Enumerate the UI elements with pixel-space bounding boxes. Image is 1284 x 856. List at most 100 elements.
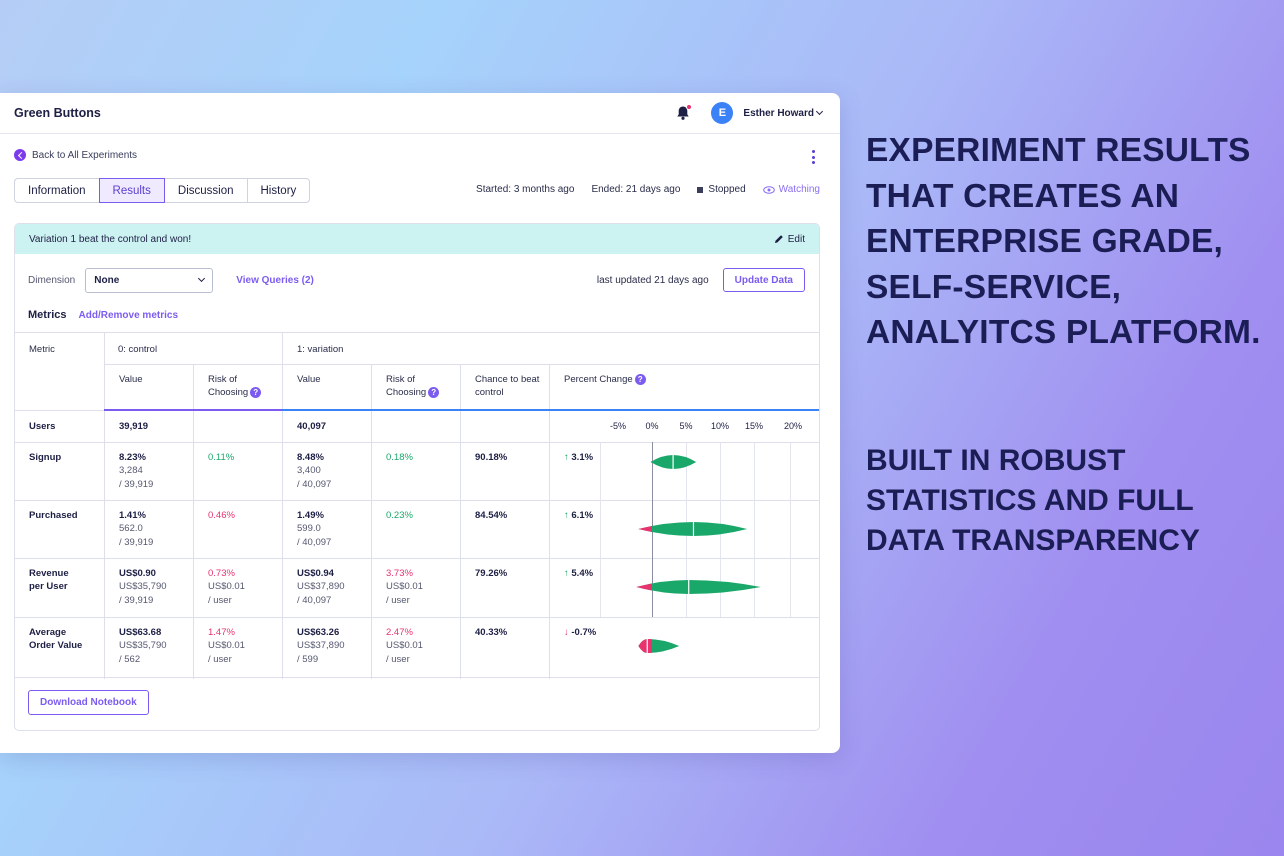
variation-risk-unit: / user bbox=[386, 654, 410, 665]
violin-negative-region bbox=[636, 583, 652, 591]
watch-toggle[interactable]: Watching bbox=[762, 184, 820, 195]
value-header: Value bbox=[297, 374, 321, 385]
marketing-headline: EXPERIMENT RESULTS THAT CREATES AN ENTER… bbox=[866, 132, 1261, 351]
tab-history[interactable]: History bbox=[246, 178, 311, 203]
metric-name: Average Order Value bbox=[29, 627, 83, 651]
table-divider bbox=[15, 558, 819, 559]
tab-results[interactable]: Results bbox=[98, 178, 165, 203]
chart-gridline bbox=[686, 442, 687, 617]
control-denominator: / 562 bbox=[119, 654, 141, 665]
experiment-title: Green Buttons bbox=[14, 106, 101, 120]
variation-risk-amount: US$0.01 bbox=[386, 581, 423, 592]
tab-bar: Information Results Discussion History bbox=[14, 178, 311, 203]
violin-positive-region bbox=[638, 639, 680, 653]
variation-group-header: 1: variation bbox=[297, 344, 344, 355]
control-count: 3,284 bbox=[119, 465, 143, 476]
variation-value: US$0.94 bbox=[297, 568, 334, 579]
status-badge: Stopped bbox=[697, 184, 746, 195]
metric-name: Signup bbox=[29, 452, 62, 463]
tab-information[interactable]: Information bbox=[14, 178, 99, 203]
variation-risk: 0.18% bbox=[386, 452, 413, 463]
back-link[interactable]: Back to All Experiments bbox=[14, 149, 137, 161]
back-link-label: Back to All Experiments bbox=[32, 149, 138, 161]
avatar[interactable]: E bbox=[711, 102, 734, 124]
table-divider bbox=[15, 500, 819, 501]
percent-change-value: ↑ 3.1% bbox=[564, 452, 594, 463]
dimension-row: Dimension None View Queries (2) last upd… bbox=[28, 267, 805, 293]
users-control: 39,919 bbox=[119, 421, 149, 432]
table-divider bbox=[193, 364, 194, 679]
table-divider bbox=[104, 364, 819, 365]
variation-denominator: / 40,097 bbox=[297, 537, 332, 548]
chance-to-beat: 90.18% bbox=[475, 452, 508, 463]
risk-header: Risk of Choosing? bbox=[208, 373, 278, 399]
chance-header: Chance to beat control bbox=[475, 374, 540, 398]
metric-name: Revenue per User bbox=[29, 568, 69, 592]
dimension-select[interactable]: None bbox=[85, 267, 214, 293]
change-underline bbox=[549, 409, 819, 411]
variation-value: US$63.26 bbox=[297, 627, 340, 638]
control-value: US$63.68 bbox=[119, 627, 162, 638]
user-menu[interactable]: Esther Howard bbox=[743, 108, 824, 119]
table-divider bbox=[460, 364, 461, 679]
control-denominator: / 39,919 bbox=[119, 537, 154, 548]
control-risk: 0.73% bbox=[208, 568, 235, 579]
help-icon[interactable]: ? bbox=[634, 373, 646, 385]
view-queries-link[interactable]: View Queries (2) bbox=[236, 274, 314, 286]
control-count: US$35,790 bbox=[119, 640, 167, 651]
control-risk-amount: US$0.01 bbox=[208, 640, 245, 651]
variation-denominator: / 40,097 bbox=[297, 479, 332, 490]
chart-gridline bbox=[790, 442, 791, 617]
violin-positive-region bbox=[636, 580, 761, 594]
tab-discussion[interactable]: Discussion bbox=[164, 178, 247, 203]
metric-name: Purchased bbox=[29, 510, 78, 521]
risk-header: Risk of Choosing? bbox=[386, 373, 456, 399]
users-label: Users bbox=[29, 421, 56, 432]
banner-text: Variation 1 beat the control and won! bbox=[29, 233, 192, 245]
results-table: Metric 0: control 1: variation Value Value Ri… bbox=[15, 332, 819, 679]
dimension-label: Dimension bbox=[28, 274, 76, 286]
result-banner: Variation 1 beat the control and won! Ed… bbox=[15, 224, 819, 254]
update-data-button[interactable]: Update Data bbox=[722, 268, 805, 292]
stop-icon bbox=[697, 186, 704, 193]
violin-negative-region bbox=[638, 639, 653, 653]
control-risk-unit: / user bbox=[208, 654, 232, 665]
control-risk: 1.47% bbox=[208, 627, 235, 638]
variation-count: 599.0 bbox=[297, 523, 321, 534]
control-count: 562.0 bbox=[119, 523, 143, 534]
notification-bell-icon[interactable] bbox=[675, 104, 693, 121]
chevron-down-icon bbox=[198, 274, 206, 283]
more-options-icon[interactable] bbox=[812, 150, 816, 164]
variation-underline bbox=[282, 409, 549, 411]
help-icon[interactable]: ? bbox=[250, 386, 262, 398]
variation-risk: 2.47% bbox=[386, 627, 413, 638]
arrow-up-icon: ↑ bbox=[564, 510, 572, 521]
edit-label: Edit bbox=[787, 233, 805, 245]
axis-tick-label: 0% bbox=[645, 421, 659, 431]
table-divider bbox=[371, 364, 372, 679]
variation-denominator: / 599 bbox=[297, 654, 319, 665]
notification-dot bbox=[686, 104, 693, 110]
add-remove-metrics-link[interactable]: Add/Remove metrics bbox=[78, 309, 179, 321]
percent-change-header: Percent Change? bbox=[564, 373, 684, 386]
percent-change-value: ↓ -0.7% bbox=[564, 627, 597, 638]
download-notebook-button[interactable]: Download Notebook bbox=[28, 690, 149, 715]
chart-gridline bbox=[754, 442, 755, 617]
started-text: Started: 3 months ago bbox=[476, 184, 575, 195]
variation-count: US$37,890 bbox=[297, 581, 345, 592]
results-panel: Variation 1 beat the control and won! Ed… bbox=[14, 223, 820, 731]
percent-change-value: ↑ 6.1% bbox=[564, 510, 594, 521]
table-divider bbox=[15, 617, 819, 618]
violin-negative-region bbox=[638, 525, 653, 533]
control-denominator: / 39,919 bbox=[119, 595, 154, 606]
metric-header: Metric bbox=[29, 344, 55, 355]
users-variation: 40,097 bbox=[297, 421, 327, 432]
control-risk: 0.46% bbox=[208, 510, 235, 521]
help-icon[interactable]: ? bbox=[428, 386, 440, 398]
edit-button[interactable]: Edit bbox=[774, 234, 805, 245]
top-bar: Green Buttons E Esther Howard bbox=[0, 93, 840, 134]
axis-tick-label: 10% bbox=[710, 421, 729, 431]
control-risk-amount: US$0.01 bbox=[208, 581, 245, 592]
status-label: Stopped bbox=[708, 184, 746, 195]
table-divider bbox=[15, 442, 819, 443]
